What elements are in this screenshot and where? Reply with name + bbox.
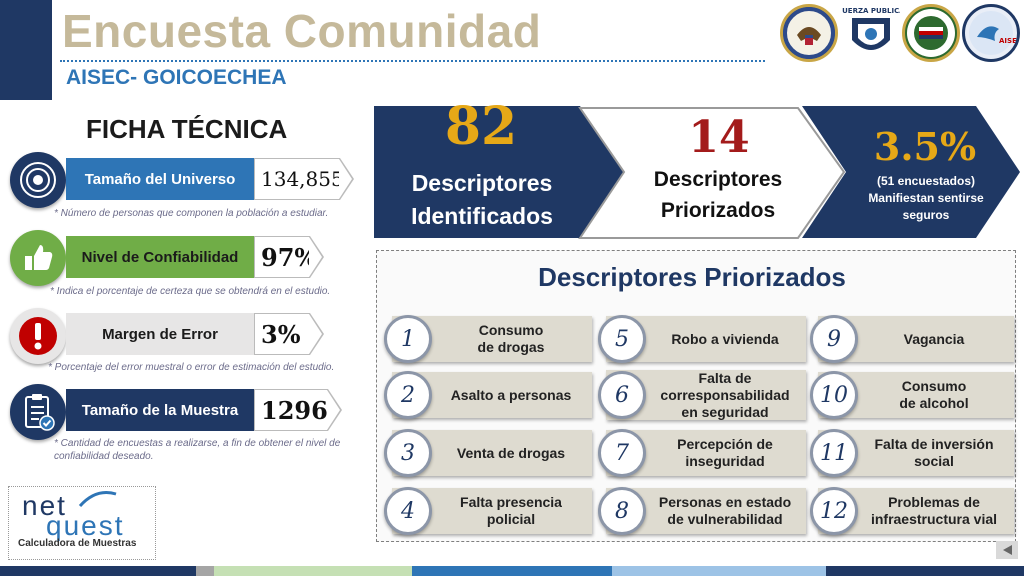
descriptor-text: Problemas de infraestructura vial [870, 494, 998, 527]
descriptor-text: Asalto a personas [450, 386, 572, 403]
descriptor-text: Consumo de alcohol [899, 378, 969, 411]
descriptor-number: 6 [598, 371, 646, 419]
netquest-logo [8, 486, 156, 560]
descriptor-number: 12 [810, 487, 858, 535]
footer-bar-segment [826, 566, 1024, 576]
netquest-caption: Calculadora de Muestras [18, 538, 137, 549]
target-icon [10, 152, 66, 208]
descriptores-priorizados-title: Descriptores Priorizados [538, 262, 846, 292]
universo-note: * Número de personas que componen la pob… [54, 208, 329, 219]
thumbs-up-icon [10, 230, 66, 286]
descriptor-number: 5 [598, 315, 646, 363]
header-accent-bar [0, 0, 52, 100]
confiabilidad-label: Nivel de Confiabilidad [66, 236, 254, 278]
svg-text:AISEC: AISEC [999, 37, 1017, 45]
prev-slide-icon[interactable] [996, 541, 1018, 559]
descriptor-number: 3 [384, 429, 432, 477]
priorizados-line2: Priorizados [660, 199, 776, 222]
margen-label: Margen de Error [66, 313, 254, 355]
netquest-swoosh-icon [78, 488, 118, 513]
exclamation-icon [10, 308, 66, 364]
descriptor-text: Consumo de drogas [477, 322, 545, 355]
descriptor-number: 8 [598, 487, 646, 535]
confiabilidad-value: 97% [254, 236, 317, 278]
descriptor-number: 10 [810, 371, 858, 419]
clipboard-icon [10, 384, 66, 440]
priorizados-line1: Descriptores [653, 168, 783, 191]
descriptor-number: 1 [384, 315, 432, 363]
descriptor-text: Falta presencia policial [460, 494, 562, 527]
seguros-line1: (51 encuestados) [876, 174, 976, 188]
summary-arrows [374, 106, 1020, 239]
page-subtitle: AISEC- GOICOECHEA [66, 66, 287, 89]
muestra-label: Tamaño de la Muestra [66, 389, 254, 431]
aisec-logo-icon: AISEC [962, 4, 1020, 62]
descriptor-number: 11 [810, 429, 858, 477]
ficha-tecnica-title: FICHA TÉCNICA [86, 114, 288, 144]
universo-label: Tamaño del Universo [66, 158, 254, 200]
priorizados-number: 14 [688, 112, 750, 163]
us-embassy-seal-icon [780, 4, 838, 62]
footer-bar-segment [0, 566, 196, 576]
descriptor-number: 2 [384, 371, 432, 419]
descriptor-text: Vagancia [903, 330, 965, 347]
muestra-value: 1296 [254, 389, 328, 431]
identificados-line1: Descriptores [411, 170, 553, 196]
descriptor-text: Percepción de inseguridad [677, 436, 773, 469]
margen-value: 3% [254, 313, 310, 355]
police-seal-icon [902, 4, 960, 62]
identificados-line2: Identificados [411, 203, 553, 229]
muestra-note: * Cantidad de encuestas a realizarse, a … [54, 438, 341, 462]
universo-value: 134,855 [254, 158, 344, 200]
footer-bar-segment [612, 566, 826, 576]
page-title: Encuesta Comunidad [62, 5, 542, 57]
descriptor-text: Falta de inversión social [874, 436, 994, 469]
footer-bar-segment [196, 566, 214, 576]
margen-note: * Porcentaje del error muestral o error … [48, 362, 335, 373]
descriptor-text: Personas en estado de vulnerabilidad [658, 494, 792, 527]
footer-bar-segment [214, 566, 412, 576]
confiabilidad-note: * Indica el porcentaje de certeza que se… [50, 286, 331, 297]
descriptor-number: 4 [384, 487, 432, 535]
seguros-line3: seguros [902, 208, 950, 222]
descriptor-number: 9 [810, 315, 858, 363]
seguros-percent: 3.5% [873, 124, 977, 169]
netquest-word-net: net [22, 490, 67, 521]
descriptor-text: Venta de drogas [456, 444, 566, 461]
header-divider [60, 60, 765, 62]
footer-bar-segment [412, 566, 612, 576]
descriptor-text: Falta de corresponsabilidad en seguridad [660, 369, 790, 420]
identificados-number: 82 [444, 96, 518, 157]
seguros-line2: Manifiestan sentirse [868, 191, 984, 205]
netquest-word-quest: quest [46, 510, 125, 541]
descriptor-number: 7 [598, 429, 646, 477]
descriptor-text: Robo a vivienda [671, 330, 779, 347]
